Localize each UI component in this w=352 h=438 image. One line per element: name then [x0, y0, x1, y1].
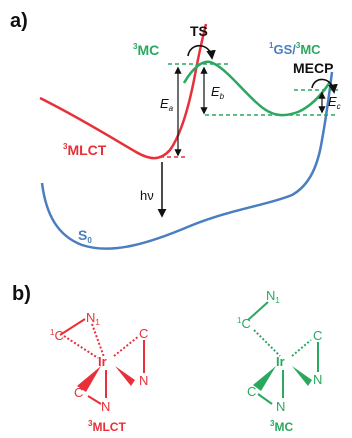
ts-curved-arrow	[187, 44, 216, 60]
atom-n-bottom: N	[276, 399, 285, 414]
bond-n1-c1	[247, 301, 269, 321]
wedge-ir-c-bottom	[253, 366, 276, 391]
atom-c-right: C	[139, 326, 148, 341]
mecp-label: MECP	[293, 60, 333, 76]
s0-state-label: S0	[78, 227, 92, 245]
bond-ir-c-right-hash	[291, 339, 312, 357]
bond-c1-ir-hash	[63, 335, 99, 359]
atom-n1: N1	[86, 310, 100, 327]
atom-c-right: C	[313, 328, 322, 343]
caption-mlct: 3MLCT	[88, 419, 126, 434]
mc-curve	[182, 60, 332, 117]
mlct-structure: N1 1C Ir C C N N 3MLCT	[50, 310, 148, 434]
atom-c-bottom: C	[74, 385, 83, 400]
bond-c-bottom-n-bottom	[87, 395, 102, 405]
mc-structure: N1 1C Ir C C N N 3MC	[237, 288, 322, 434]
mecp-curved-arrow	[311, 78, 338, 94]
hv-label: hν	[140, 188, 154, 203]
eb-label: Eb	[211, 84, 225, 101]
bond-c1-n1	[59, 318, 86, 336]
gs-mc-state-label: 1GS/3MC	[269, 41, 321, 57]
panel-a-label: a)	[10, 10, 28, 32]
s0-curve	[40, 71, 334, 250]
wedge-ir-c-bottom	[77, 366, 101, 392]
bond-n1-ir-hash	[91, 323, 105, 358]
atom-c-bottom: C	[247, 384, 256, 399]
atom-ir: Ir	[98, 354, 107, 369]
bond-c1-ir-hash	[253, 329, 281, 357]
atom-c1: 1C	[237, 316, 251, 331]
panel-b-label: b)	[12, 283, 31, 305]
caption-mc: 3MC	[270, 419, 293, 434]
ea-label: Ea	[160, 96, 174, 113]
ec-label: Ec	[328, 94, 341, 111]
atom-n-right: N	[313, 372, 322, 387]
wedge-ir-n-right	[115, 366, 135, 386]
ts-label: TS	[190, 23, 208, 39]
wedge-ir-n-right	[292, 366, 312, 386]
atom-n-bottom: N	[101, 399, 110, 414]
bond-ir-c-right-hash	[113, 335, 140, 357]
atom-c1: 1C	[50, 328, 64, 343]
atom-n1: N1	[266, 288, 280, 305]
atom-ir: Ir	[276, 354, 285, 369]
mlct-state-label: 3MLCT	[63, 142, 107, 158]
mc-state-label: 3MC	[133, 42, 159, 58]
atom-n-right: N	[139, 373, 148, 388]
mlct-curve	[39, 23, 208, 160]
bond-c-bottom-n-bottom	[257, 393, 273, 405]
